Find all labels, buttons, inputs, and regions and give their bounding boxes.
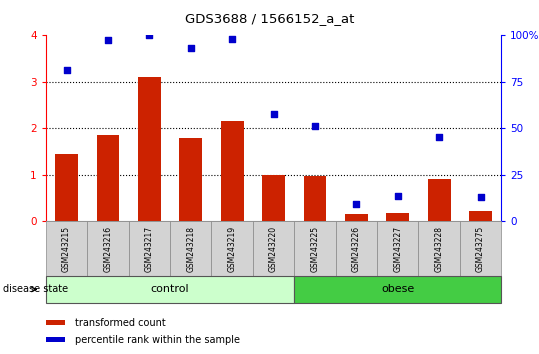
Bar (46, 337, 65, 342)
FancyBboxPatch shape (253, 221, 294, 276)
Bar (469, 211, 492, 221)
Text: GSM243275: GSM243275 (476, 225, 485, 272)
Point (393, 193, 402, 199)
Point (310, 123, 319, 129)
Bar (179, 138, 202, 221)
FancyBboxPatch shape (377, 221, 418, 276)
Point (103, 37, 112, 43)
Point (270, 112, 278, 117)
FancyBboxPatch shape (418, 221, 460, 276)
Point (228, 36, 237, 42)
FancyBboxPatch shape (294, 221, 336, 276)
Point (145, 33, 154, 38)
Text: GDS3688 / 1566152_a_at: GDS3688 / 1566152_a_at (185, 12, 354, 25)
FancyBboxPatch shape (460, 221, 501, 276)
Text: control: control (151, 284, 189, 295)
FancyBboxPatch shape (170, 221, 211, 276)
Bar (46, 320, 65, 325)
Text: transformed count: transformed count (75, 318, 165, 328)
Bar (96, 135, 119, 221)
FancyBboxPatch shape (46, 276, 294, 303)
Bar (221, 121, 244, 221)
Point (476, 194, 485, 200)
FancyBboxPatch shape (294, 276, 501, 303)
FancyBboxPatch shape (87, 221, 129, 276)
Text: GSM243219: GSM243219 (227, 225, 237, 272)
Text: GSM243225: GSM243225 (310, 225, 320, 272)
FancyBboxPatch shape (211, 221, 253, 276)
Point (62, 67, 71, 73)
Point (435, 134, 444, 139)
Bar (345, 214, 368, 221)
Bar (138, 77, 161, 221)
Text: GSM243226: GSM243226 (352, 225, 361, 272)
Bar (428, 178, 451, 221)
Text: GSM243227: GSM243227 (393, 225, 402, 272)
Text: disease state: disease state (3, 284, 68, 295)
Bar (262, 175, 285, 221)
FancyBboxPatch shape (336, 221, 377, 276)
Bar (386, 213, 409, 221)
Text: GSM243220: GSM243220 (269, 225, 278, 272)
FancyBboxPatch shape (129, 221, 170, 276)
Text: GSM243228: GSM243228 (434, 226, 444, 272)
Text: GSM243215: GSM243215 (62, 225, 71, 272)
Text: percentile rank within the sample: percentile rank within the sample (75, 335, 240, 345)
Point (352, 201, 361, 206)
Text: GSM243218: GSM243218 (186, 226, 195, 272)
Point (186, 45, 195, 51)
Text: obese: obese (381, 284, 414, 295)
FancyBboxPatch shape (46, 221, 87, 276)
Text: GSM243216: GSM243216 (103, 225, 113, 272)
Bar (55, 154, 78, 221)
Bar (303, 176, 326, 221)
Text: GSM243217: GSM243217 (145, 225, 154, 272)
